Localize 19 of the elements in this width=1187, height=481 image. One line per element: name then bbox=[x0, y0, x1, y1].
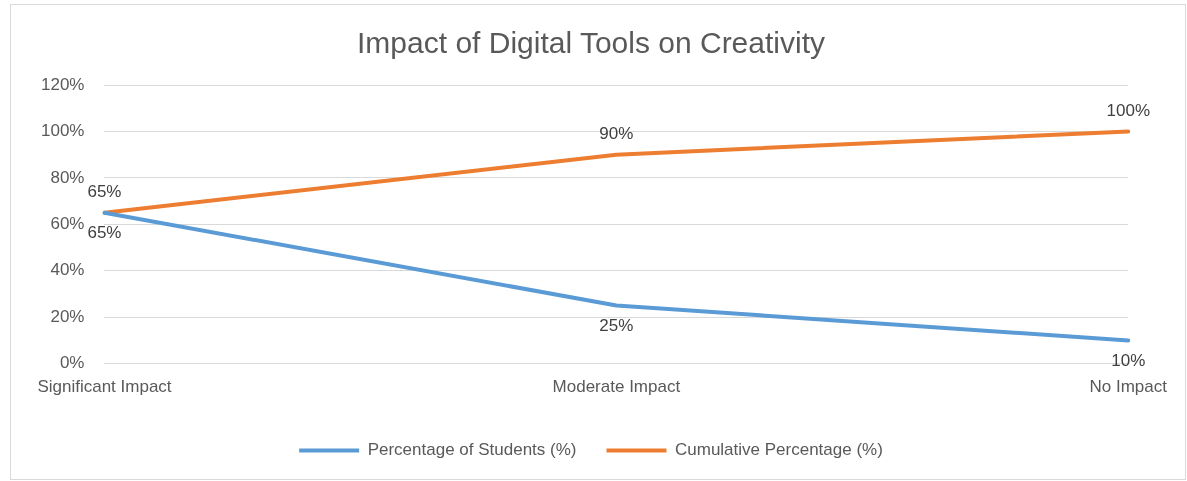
data-label: 65% bbox=[87, 181, 122, 201]
y-tick-label: 80% bbox=[50, 167, 85, 187]
y-tick-label: 20% bbox=[50, 306, 85, 326]
y-tick-label: 100% bbox=[41, 121, 85, 141]
legend-label: Cumulative Percentage (%) bbox=[674, 440, 883, 460]
legend-label: Percentage of Students (%) bbox=[367, 440, 577, 460]
x-tick-label: Significant Impact bbox=[37, 377, 172, 397]
x-tick-label: Moderate Impact bbox=[552, 377, 681, 397]
data-label: 10% bbox=[1111, 350, 1146, 370]
y-tick-label: 60% bbox=[50, 213, 85, 233]
y-tick-label: 0% bbox=[59, 353, 85, 373]
y-tick-label: 120% bbox=[41, 74, 85, 94]
data-label: 100% bbox=[1106, 100, 1151, 120]
data-label: 25% bbox=[599, 315, 634, 335]
chart-title: Impact of Digital Tools on Creativity bbox=[357, 26, 825, 60]
data-label: 90% bbox=[599, 123, 634, 143]
x-tick-label: No Impact bbox=[1089, 377, 1168, 397]
data-label: 65% bbox=[87, 222, 122, 242]
y-tick-label: 40% bbox=[50, 260, 85, 280]
